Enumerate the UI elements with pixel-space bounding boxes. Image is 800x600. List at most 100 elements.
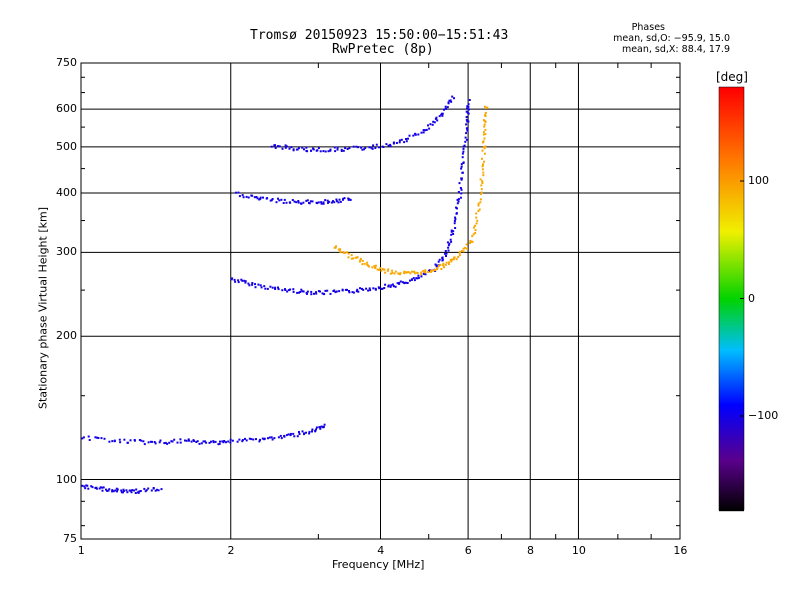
data-point <box>111 440 114 443</box>
data-point <box>448 242 451 245</box>
data-point <box>122 490 125 492</box>
data-point <box>412 134 415 137</box>
data-point <box>367 289 370 292</box>
data-point <box>227 440 230 443</box>
data-point <box>359 259 362 262</box>
data-point <box>391 283 394 286</box>
colorbar-band <box>719 361 744 364</box>
data-point <box>390 284 393 287</box>
data-point <box>348 290 350 292</box>
data-point <box>251 194 254 197</box>
colorbar-band <box>719 411 744 414</box>
data-point <box>163 442 166 445</box>
data-point <box>371 266 374 269</box>
data-point <box>365 287 368 290</box>
data-point <box>423 271 426 274</box>
data-point <box>457 256 460 258</box>
data-point <box>466 107 468 110</box>
colorbar-band <box>719 237 744 240</box>
colorbar-band <box>719 247 744 250</box>
data-point <box>126 491 129 494</box>
data-point <box>149 440 152 443</box>
data-point <box>274 288 277 290</box>
colorbar-band <box>719 291 744 294</box>
data-point <box>192 439 195 442</box>
data-point <box>395 142 398 144</box>
colorbar-band <box>719 293 744 296</box>
data-point <box>329 148 332 151</box>
data-point <box>465 132 468 135</box>
data-point <box>391 271 394 274</box>
data-point <box>306 292 308 295</box>
data-point <box>138 490 141 493</box>
data-point <box>482 163 485 166</box>
colorbar-band <box>719 467 744 470</box>
data-point <box>324 289 327 292</box>
colorbar-band <box>719 353 744 356</box>
data-point <box>263 437 266 440</box>
data-point <box>346 148 349 150</box>
data-point <box>319 150 322 153</box>
data-point <box>159 439 162 442</box>
data-point <box>306 290 309 293</box>
data-point <box>100 437 103 440</box>
data-point <box>247 282 250 285</box>
colorbar-band <box>719 365 744 368</box>
colorbar-band <box>719 337 744 340</box>
data-point <box>357 290 360 293</box>
data-point <box>370 146 373 149</box>
data-point <box>352 257 355 260</box>
data-point <box>270 145 273 148</box>
colorbar-band <box>719 441 744 444</box>
colorbar-band <box>719 357 744 360</box>
data-point <box>324 199 327 202</box>
data-point <box>433 121 436 124</box>
data-point <box>343 197 346 200</box>
data-point <box>300 288 303 291</box>
data-point <box>420 271 423 274</box>
data-point <box>378 287 381 290</box>
colorbar-band <box>719 109 744 112</box>
colorbar-band <box>719 465 744 468</box>
data-point <box>435 116 438 119</box>
colorbar-band <box>719 259 744 262</box>
data-point <box>352 145 355 148</box>
data-point <box>315 428 317 431</box>
colorbar-band <box>719 153 744 156</box>
colorbar-band <box>719 177 744 180</box>
plot-frame <box>80 62 681 540</box>
data-point <box>451 258 454 261</box>
data-point <box>136 491 139 494</box>
data-point <box>151 440 153 443</box>
data-point <box>86 484 89 487</box>
data-point <box>311 430 313 433</box>
data-point <box>482 133 485 136</box>
x-tick-label: 8 <box>526 544 534 557</box>
data-point <box>473 226 475 229</box>
data-point <box>113 439 116 442</box>
colorbar-band <box>719 347 744 350</box>
data-point <box>198 442 201 445</box>
colorbar-band <box>719 469 744 472</box>
colorbar-band <box>719 473 744 476</box>
data-point <box>372 287 375 290</box>
colorbar-band <box>719 483 744 486</box>
colorbar-band <box>719 203 744 206</box>
data-point <box>221 440 224 443</box>
data-point <box>448 263 450 265</box>
data-point <box>460 178 463 181</box>
data-point <box>466 111 469 114</box>
data-point <box>130 491 133 494</box>
colorbar-band <box>719 179 744 182</box>
colorbar-band <box>719 329 744 332</box>
data-point <box>218 442 221 445</box>
data-point <box>242 196 245 199</box>
data-point <box>96 436 99 439</box>
data-point <box>474 229 477 232</box>
colorbar-band <box>719 273 744 276</box>
colorbar-band <box>719 255 744 258</box>
data-point <box>120 491 123 494</box>
data-point <box>333 201 336 204</box>
data-point <box>460 177 463 180</box>
data-point <box>483 120 486 122</box>
